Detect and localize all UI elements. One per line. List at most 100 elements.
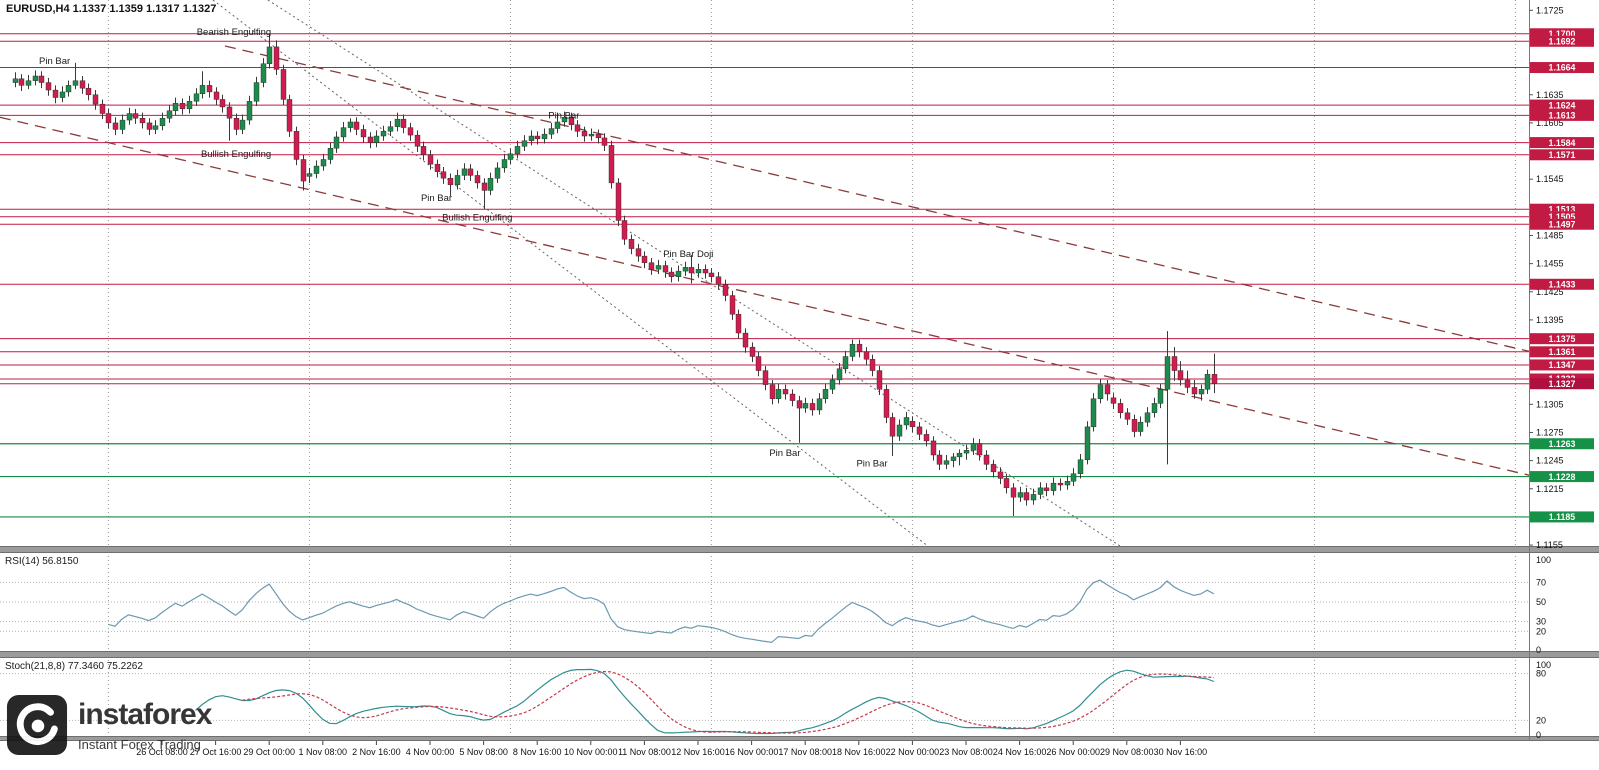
price-level-badge (1530, 218, 1594, 230)
candle-up (1204, 374, 1211, 390)
candle-down (601, 137, 608, 146)
candle-down (280, 69, 287, 100)
candle-down (300, 159, 307, 182)
candle-up (1030, 494, 1037, 501)
candle-up (829, 379, 836, 390)
candle-up (1064, 481, 1071, 486)
time-tick-label: 23 Nov 08:00 (939, 747, 993, 757)
candle-up (380, 131, 387, 137)
price-level-badge (1530, 359, 1594, 371)
candle-up (306, 173, 313, 177)
pattern-annotation[interactable]: Pin Bar (856, 458, 887, 469)
instaforex-logo-icon (6, 694, 68, 756)
candle-up (454, 175, 461, 186)
price-tick-label: 1.1605 (1536, 118, 1564, 128)
candle-down (1171, 356, 1178, 371)
pattern-annotation[interactable]: Bullish Engulfing (442, 213, 512, 224)
candle-up (1198, 389, 1205, 395)
trendline-channel-upper[interactable] (224, 45, 1599, 368)
pane-separator-bar[interactable] (0, 736, 1599, 741)
time-tick-label: 29 Oct 00:00 (243, 747, 295, 757)
price-level-badge-label: 1.1327 (1549, 379, 1576, 389)
candle-down (92, 94, 99, 105)
candle-up (65, 85, 72, 93)
candle-down (474, 175, 481, 184)
candle-down (440, 171, 447, 179)
candle-down (923, 434, 930, 442)
candle-up (12, 78, 19, 83)
price-level-badge (1530, 278, 1594, 290)
candle-down (112, 122, 119, 130)
candle-down (1003, 478, 1010, 489)
pane-separator-bar[interactable] (0, 546, 1599, 553)
candle-down (1110, 397, 1117, 404)
candle-up (126, 113, 133, 121)
stoch-indicator-header: Stoch(21,8,8) 77.3460 75.2262 (5, 661, 143, 672)
candle-down (749, 346, 756, 357)
pattern-annotation[interactable]: Pin Bar (769, 448, 800, 459)
indicator-axis-label: 100 (1536, 555, 1551, 565)
price-level-badge-label: 1.1505 (1549, 212, 1576, 222)
candle-up (682, 267, 689, 272)
candle-down (219, 99, 226, 108)
candle-down (85, 87, 92, 95)
pattern-annotation[interactable]: Bullish Engulfing (201, 149, 271, 160)
candle-down (132, 113, 139, 119)
candle-down (286, 99, 293, 132)
candle-up (802, 403, 809, 409)
trendline-channel-lower[interactable] (0, 116, 1599, 491)
candle-down (434, 163, 441, 172)
candle-down (226, 106, 233, 119)
time-tick-label: 11 Nov 08:00 (618, 747, 671, 757)
candle-up (775, 389, 782, 399)
pattern-annotation[interactable]: Pin Bar (421, 193, 452, 204)
candle-down (179, 102, 186, 110)
candle-down (990, 464, 997, 473)
pattern-annotation[interactable]: Bearish Engulfing (197, 27, 271, 38)
candle-up (1164, 356, 1171, 390)
candle-up (528, 135, 535, 141)
candle-up (554, 121, 561, 129)
candle-down (628, 239, 635, 249)
candle-down (595, 133, 602, 139)
price-level-badge-label: 1.1700 (1549, 29, 1576, 39)
candle-up (896, 424, 903, 437)
time-tick-label: 26 Oct 08:00 (136, 747, 188, 757)
candle-up (521, 140, 528, 147)
instaforex-watermark: instaforex Instant Forex Trading (6, 694, 212, 756)
time-tick-label: 16 Nov 00:00 (725, 747, 779, 757)
candle-down (782, 389, 789, 395)
pattern-annotation[interactable]: Pin Bar (39, 56, 70, 67)
indicator-axis-label: 100 (1536, 660, 1551, 670)
pane-separator-bar[interactable] (0, 651, 1599, 658)
candle-down (1057, 482, 1064, 486)
candle-down (883, 389, 890, 418)
candle-down (273, 46, 280, 70)
candle-down (1117, 403, 1124, 413)
candle-up (394, 118, 401, 127)
candle-down (1010, 487, 1017, 498)
time-tick-label: 2 Nov 16:00 (352, 747, 401, 757)
time-tick-label: 5 Nov 08:00 (459, 747, 508, 757)
candle-up (970, 443, 977, 451)
candle-down (105, 113, 112, 124)
rsi-line (108, 579, 1215, 644)
candle-down (206, 85, 213, 93)
candle-down (481, 182, 488, 191)
time-tick-label: 17 Nov 08:00 (778, 747, 832, 757)
candle-up (159, 118, 166, 126)
candle-up (152, 125, 159, 130)
candle-down (353, 121, 360, 130)
pattern-annotation[interactable]: Pin Bar (548, 110, 579, 121)
pattern-annotation[interactable]: Pin Bar Doji (663, 249, 713, 260)
time-tick-label: 4 Nov 00:00 (406, 747, 455, 757)
price-level-badge (1530, 333, 1594, 345)
candle-up (655, 265, 662, 270)
candle-down (641, 255, 648, 263)
candle-down (755, 356, 762, 371)
candle-down (1191, 387, 1198, 395)
price-level-badge (1530, 99, 1594, 111)
candle-up (1097, 384, 1104, 399)
